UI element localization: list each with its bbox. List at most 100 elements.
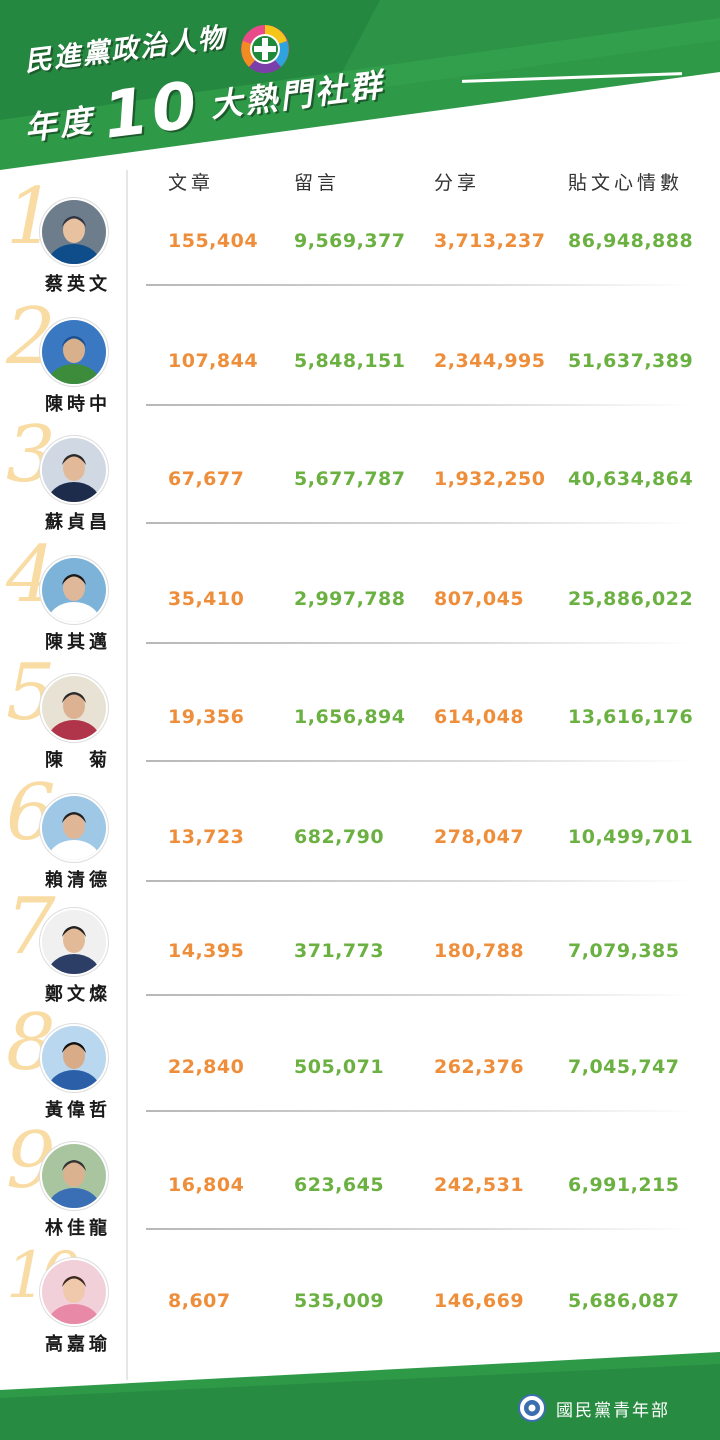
ranking-row: 4 陳其邁 35,410 2,997,788 807,045 25,886,022 [0,536,720,666]
stat-value: 22,840 [168,1056,245,1078]
stat-value: 35,410 [168,588,245,610]
row-divider [146,880,694,882]
stat-value: 155,404 [168,230,259,252]
row-divider [146,522,694,524]
stat-value: 107,844 [168,350,259,372]
stat-value: 262,376 [434,1056,525,1078]
stat-value: 13,616,176 [568,706,694,728]
stat-value: 807,045 [434,588,525,610]
stat-value: 13,723 [168,826,245,848]
politician-name: 蔡英文 [45,274,111,295]
stat-value: 180,788 [434,940,525,962]
stat-value: 5,848,151 [294,350,406,372]
politician-name: 陳 菊 [45,750,111,771]
politician-avatar [42,676,106,740]
stat-value: 278,047 [434,826,525,848]
row-divider [146,404,694,406]
stat-value: 8,607 [168,1290,231,1312]
stat-value: 51,637,389 [568,350,694,372]
avatar-portrait [42,1026,106,1090]
avatar-portrait [42,438,106,502]
avatar-portrait [42,676,106,740]
footer-org-name: 國民黨青年部 [556,1401,670,1421]
title-suffix: 大熱門社群 [208,65,387,125]
stat-value: 146,669 [434,1290,525,1312]
stat-value: 5,677,787 [294,468,406,490]
stat-value: 86,948,888 [568,230,694,252]
stat-value: 6,991,215 [568,1174,680,1196]
avatar-portrait [42,1144,106,1208]
avatar-portrait [42,1260,106,1324]
politician-avatar [42,1260,106,1324]
row-divider [146,1228,694,1230]
stat-value: 1,932,250 [434,468,546,490]
stat-value: 682,790 [294,826,385,848]
title-prefix: 年度 [22,101,97,148]
row-divider [146,642,694,644]
ranking-row: 3 蘇貞昌 67,677 5,677,787 1,932,250 40,634,864 [0,416,720,546]
avatar-portrait [42,796,106,860]
column-header-comments: 留言 [294,172,341,194]
politician-avatar [42,1026,106,1090]
row-divider [146,994,694,996]
stat-value: 14,395 [168,940,245,962]
ranking-row: 1 蔡英文 155,404 9,569,377 3,713,237 86,948,888 [0,178,720,308]
politician-name: 高嘉瑜 [45,1334,111,1355]
stat-value: 67,677 [168,468,245,490]
stat-value: 371,773 [294,940,385,962]
politician-avatar [42,910,106,974]
footer-background [0,1352,720,1440]
kmt-logo-icon [518,1394,546,1422]
politician-name: 陳其邁 [45,632,111,653]
stat-value: 1,656,894 [294,706,406,728]
stat-value: 40,634,864 [568,468,694,490]
politician-name: 鄭文燦 [45,984,111,1005]
politician-avatar [42,558,106,622]
politician-name: 賴清德 [45,870,111,891]
stat-value: 25,886,022 [568,588,694,610]
footer-banner: 國民黨青年部 [0,1350,720,1440]
politician-avatar [42,1144,106,1208]
stat-value: 3,713,237 [434,230,546,252]
column-header-reactions: 貼文心情數 [568,172,684,194]
row-divider [146,1110,694,1112]
politician-avatar [42,200,106,264]
ranking-row: 10 高嘉瑜 8,607 535,009 146,669 5,686,087 [0,1244,720,1368]
banner-background [0,0,720,170]
politician-name: 陳時中 [45,394,111,415]
politician-avatar [42,438,106,502]
stat-value: 7,045,747 [568,1056,680,1078]
ranking-row: 9 林佳龍 16,804 623,645 242,531 6,991,215 [0,1122,720,1252]
politician-name: 黃偉哲 [45,1100,111,1121]
stat-value: 10,499,701 [568,826,694,848]
avatar-portrait [42,320,106,384]
stat-value: 242,531 [434,1174,525,1196]
stat-value: 505,071 [294,1056,385,1078]
column-separator [126,170,128,1380]
politician-name: 林佳龍 [45,1218,111,1239]
title-number: 10 [99,68,205,154]
avatar-portrait [42,200,106,264]
stat-value: 9,569,377 [294,230,406,252]
row-divider [146,760,694,762]
column-header-posts: 文章 [168,172,215,194]
politician-avatar [42,796,106,860]
title-banner: 民進黨政治人物 年度10 大熱門社群 [0,0,720,175]
stat-value: 535,009 [294,1290,385,1312]
column-header-shares: 分享 [434,172,481,194]
avatar-portrait [42,910,106,974]
stat-value: 19,356 [168,706,245,728]
ranking-row: 6 賴清德 13,723 682,790 278,047 10,499,701 [0,774,720,904]
row-divider [146,284,694,286]
dpp-logo-icon [240,24,290,74]
politician-name: 蘇貞昌 [45,512,111,533]
ranking-row: 8 黃偉哲 22,840 505,071 262,376 7,045,747 [0,1004,720,1134]
politician-avatar [42,320,106,384]
stat-value: 2,344,995 [434,350,546,372]
stat-value: 7,079,385 [568,940,680,962]
ranking-row: 2 陳時中 107,844 5,848,151 2,344,995 51,637,389 [0,298,720,428]
stat-value: 2,997,788 [294,588,406,610]
avatar-portrait [42,558,106,622]
stat-value: 16,804 [168,1174,245,1196]
